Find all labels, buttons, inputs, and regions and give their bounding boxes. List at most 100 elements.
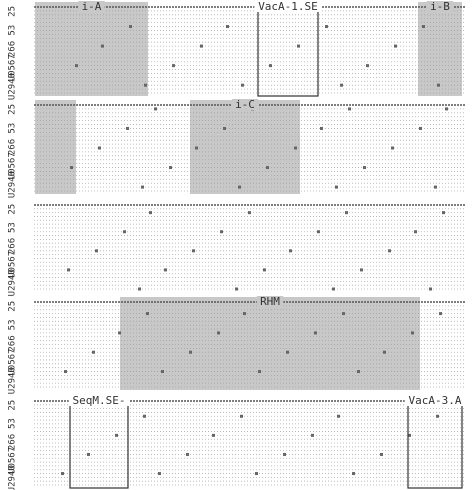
row-label: U2940	[8, 465, 18, 490]
substitution	[325, 25, 328, 29]
label-bg	[254, 1, 322, 12]
substitution	[314, 331, 317, 335]
substitution	[442, 211, 445, 215]
substitution	[75, 64, 78, 68]
row-label: U0567	[8, 349, 18, 376]
substitution	[340, 83, 343, 87]
row-label: 53	[8, 319, 18, 330]
substitution	[414, 230, 417, 234]
row-label: 53	[8, 418, 18, 429]
substitution	[98, 146, 101, 150]
shaded-region	[35, 100, 76, 194]
label-bg	[78, 1, 105, 12]
substitution	[240, 414, 243, 418]
label-bg	[256, 296, 284, 307]
substitution	[200, 44, 203, 48]
substitution	[186, 452, 189, 456]
substitution	[297, 44, 300, 48]
row-label: 266	[8, 335, 18, 351]
row-label: U2940	[8, 269, 18, 296]
shaded-region	[190, 100, 300, 194]
row-label: U0567	[8, 251, 18, 278]
row-label: 266	[8, 238, 18, 254]
row-label: 266	[8, 434, 18, 450]
substitution	[243, 312, 246, 316]
substitution	[248, 211, 251, 215]
region-label: VacA-1.SE	[258, 0, 318, 13]
boxed-region	[257, 1, 319, 97]
substitution	[286, 350, 289, 354]
row-label: U0567	[8, 447, 18, 474]
substitution	[61, 472, 64, 476]
substitution	[158, 472, 161, 476]
region-label: i-A	[82, 0, 102, 13]
substitution	[445, 107, 448, 111]
substitution	[411, 331, 414, 335]
substitution	[138, 287, 141, 291]
label-bg	[426, 1, 454, 12]
substitution	[436, 414, 439, 418]
substitution	[144, 83, 147, 87]
substitution	[169, 166, 172, 170]
substitution	[161, 370, 164, 374]
substitution	[220, 230, 223, 234]
substitution	[95, 249, 98, 253]
substitution	[360, 268, 363, 272]
substitution	[146, 312, 149, 316]
substitution	[129, 25, 132, 29]
shaded-region	[120, 297, 420, 390]
substitution	[388, 249, 391, 253]
substitution	[283, 452, 286, 456]
substitution	[255, 472, 258, 476]
row-label: U0567	[8, 152, 18, 179]
substitution	[269, 64, 272, 68]
region-label: SeqM.SE-	[73, 394, 126, 407]
substitution	[67, 268, 70, 272]
substitution	[383, 350, 386, 354]
substitution	[126, 126, 129, 130]
label-bg	[231, 99, 259, 110]
substitution	[64, 370, 67, 374]
substitution	[311, 433, 314, 437]
substitution	[235, 287, 238, 291]
substitution	[266, 166, 269, 170]
row-label: 53	[8, 222, 18, 233]
substitution	[115, 433, 118, 437]
row-label: 25	[8, 104, 18, 115]
substitution	[332, 287, 335, 291]
substitution	[141, 185, 144, 189]
substitution	[439, 312, 442, 316]
substitution	[337, 414, 340, 418]
substitution	[123, 230, 126, 234]
substitution	[434, 185, 437, 189]
substitution	[154, 107, 157, 111]
shaded-region	[35, 2, 148, 96]
substitution	[241, 83, 244, 87]
region-label: VacA-3.A	[409, 394, 462, 407]
substitution	[366, 64, 369, 68]
row-label: 266	[8, 41, 18, 57]
substitution	[87, 452, 90, 456]
region-label: i-C	[235, 98, 255, 111]
row-label: U2940	[8, 73, 18, 100]
row-label: 25	[8, 6, 18, 17]
substitution	[320, 126, 323, 130]
substitution	[226, 25, 229, 29]
substitution	[263, 268, 266, 272]
shaded-region	[418, 2, 462, 96]
row-label: 53	[8, 25, 18, 36]
substitution	[189, 350, 192, 354]
row-label: 25	[8, 400, 18, 411]
substitution	[289, 249, 292, 253]
substitution	[70, 166, 73, 170]
substitution	[422, 25, 425, 29]
row-label: U2940	[8, 171, 18, 198]
substitution	[357, 370, 360, 374]
